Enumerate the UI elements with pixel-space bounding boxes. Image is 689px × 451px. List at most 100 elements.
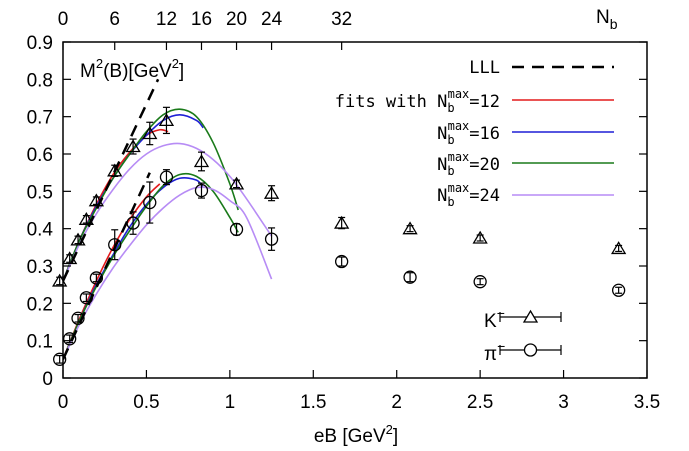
- legend-pion: π−: [484, 338, 562, 365]
- y-tick-label: 0.6: [27, 145, 53, 166]
- triangle-marker: [107, 163, 123, 177]
- pion-point-15: [611, 283, 626, 297]
- x-tick-label: 0: [58, 392, 69, 413]
- kaon-point-15: [610, 241, 627, 255]
- fit24-curve-kaon: [63, 142, 273, 282]
- triangle-marker: [193, 154, 210, 168]
- lll-line-kaon: [63, 78, 160, 282]
- y-tick-label: 0.3: [27, 257, 53, 278]
- legend-fit20-label: Nbmax=20: [437, 150, 500, 178]
- x-tick-label: 3.5: [634, 392, 660, 413]
- pion-point-6: [126, 211, 140, 235]
- triangle-marker: [334, 215, 350, 229]
- pion-point-5: [108, 229, 122, 261]
- legend-kaon-label: K−: [484, 305, 505, 332]
- kaon-point-11: [263, 185, 280, 202]
- x-tick-label: 1: [225, 392, 236, 413]
- legend-fit16-label: Nbmax=16: [437, 119, 500, 147]
- legend-pion-label: π−: [484, 338, 505, 365]
- y-axis-title: M2(B)[GeV2]: [80, 56, 184, 82]
- circle-marker: [194, 183, 209, 198]
- kaon-point-13: [402, 221, 418, 235]
- triangle-marker: [62, 251, 78, 265]
- x-tick-label: 2: [391, 392, 402, 413]
- triangle-marker: [125, 139, 141, 153]
- kaon-point-3: [78, 212, 94, 225]
- legend-fit20: Nbmax=20: [437, 150, 614, 178]
- pion-point-3: [79, 291, 94, 305]
- circle-marker: [159, 170, 174, 184]
- triangle-marker: [142, 126, 158, 140]
- circle-marker: [473, 275, 487, 289]
- top-axis-title: Nb: [596, 7, 618, 32]
- legend-fit16: Nbmax=16: [437, 119, 614, 147]
- axis-ticks: 0 0.5 1 1.5 2 2.5 3 3.5 0 0.1 0.2 0.3 0.4 0.5 0.6 0.7 0.…: [27, 9, 661, 413]
- pion-point-12: [335, 254, 349, 269]
- pion-point-10: [229, 222, 244, 237]
- top-tick-label: 12: [156, 9, 177, 30]
- lll-line-pion: [63, 172, 151, 360]
- top-tick-label: 24: [261, 9, 283, 30]
- legend-fit12: fits with Nbmax=12: [335, 87, 614, 115]
- lll-lines: [63, 78, 160, 360]
- kaon-point-10: [228, 176, 245, 190]
- circle-marker: [229, 222, 244, 237]
- circle-marker: [79, 291, 94, 305]
- kaon-point-8: [158, 106, 175, 135]
- kaon-point-4: [88, 193, 105, 207]
- pion-point-9: [194, 182, 209, 199]
- triangle-marker: [78, 212, 94, 225]
- circle-marker: [403, 270, 417, 284]
- data-points: [52, 106, 627, 366]
- y-tick-label: 0.5: [27, 182, 53, 203]
- circle-marker: [53, 352, 67, 366]
- pion-point-2: [71, 311, 85, 325]
- kaon-point-12: [334, 215, 350, 230]
- triangle-marker: [402, 221, 418, 235]
- y-tick-label: 0.8: [27, 70, 53, 91]
- top-tick-label: 32: [331, 9, 352, 30]
- x-tick-label: 1.5: [300, 392, 326, 413]
- x-tick-label: 2.5: [467, 392, 493, 413]
- legend-lll-label: LLL: [469, 58, 500, 78]
- legend-pion-circle-marker: [523, 343, 538, 357]
- pion-point-4: [89, 271, 104, 285]
- x-tick-label: 0.5: [133, 392, 159, 413]
- pion-point-7: [143, 181, 157, 224]
- plot-frame: [62, 41, 648, 379]
- fit20-curve-kaon: [63, 108, 239, 282]
- top-tick-label: 16: [191, 9, 212, 30]
- legend-kaon-triangle-marker: [522, 309, 539, 323]
- fit20-curve-pion: [63, 172, 239, 360]
- top-tick-label: 6: [109, 9, 120, 30]
- kaon-point-9: [193, 151, 210, 172]
- pion-point-14: [473, 275, 487, 289]
- triangle-marker: [228, 176, 245, 190]
- triangle-marker: [472, 230, 488, 244]
- circle-marker: [264, 232, 279, 246]
- kaon-point-1: [62, 251, 78, 265]
- y-tick-label: 0.7: [27, 108, 53, 129]
- triangle-marker: [158, 113, 175, 127]
- pion-point-11: [264, 227, 279, 251]
- legend: LLL fits with Nbmax=12 Nbmax=16 Nbmax=20…: [335, 58, 614, 365]
- legend-kaon: K−: [484, 305, 562, 332]
- pion-point-13: [403, 270, 417, 284]
- circle-marker: [71, 311, 85, 325]
- kaon-point-5: [107, 163, 123, 177]
- triangle-marker: [263, 185, 280, 199]
- kaon-point-14: [472, 230, 488, 244]
- triangle-marker: [88, 193, 105, 207]
- legend-fit24-label: Nbmax=24: [437, 181, 500, 209]
- circle-marker: [335, 254, 349, 269]
- circle-marker: [143, 195, 157, 210]
- fit12-curve-kaon: [63, 128, 169, 282]
- legend-fit12-label: fits with Nbmax=12: [335, 87, 500, 115]
- fit24-curve-pion: [63, 186, 273, 360]
- y-tick-label: 0.1: [27, 332, 53, 353]
- kaon-point-7: [142, 121, 158, 146]
- triangle-marker: [70, 232, 86, 246]
- top-tick-label: 20: [226, 9, 247, 30]
- triangle-marker: [610, 241, 627, 255]
